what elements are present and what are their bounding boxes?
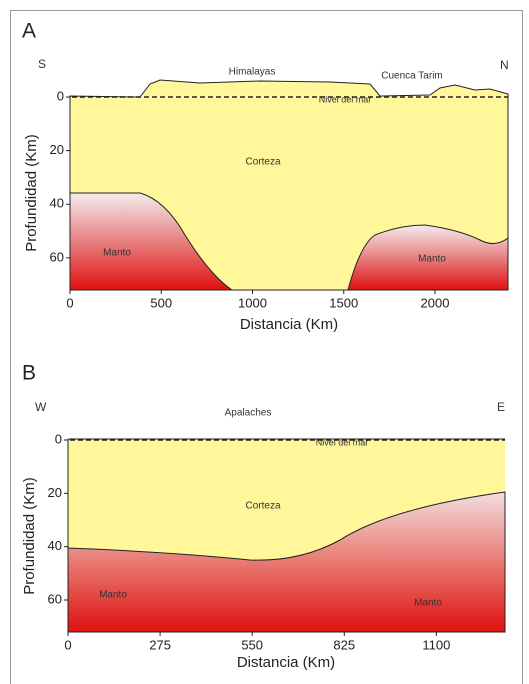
- annotation: Manto: [103, 248, 131, 259]
- mantle: [69, 192, 234, 291]
- panel-label: B: [22, 362, 36, 385]
- annotation: Manto: [418, 254, 446, 265]
- side-label: S: [38, 57, 46, 71]
- y-tick-label: 20: [50, 142, 64, 157]
- y-tick-label: 20: [48, 485, 62, 500]
- x-tick-label: 500: [150, 295, 172, 310]
- y-tick-label: 60: [48, 591, 62, 606]
- annotation: Manto: [99, 590, 127, 601]
- x-tick-label: 275: [149, 637, 171, 652]
- y-axis-label: Profundidad (Km): [23, 134, 40, 252]
- annotation: Apalaches: [225, 408, 272, 419]
- x-tick-label: 2000: [421, 295, 450, 310]
- x-tick-label: 1000: [238, 295, 267, 310]
- x-axis-label: Distancia (Km): [240, 316, 338, 333]
- x-tick-label: 1100: [422, 637, 450, 652]
- x-tick-label: 825: [333, 637, 355, 652]
- y-tick-label: 60: [50, 249, 64, 264]
- side-label: N: [500, 58, 509, 72]
- y-axis-label: Profundidad (Km): [21, 477, 38, 595]
- panel-a: A S N Himalayas Cuenca Tarim Nivel del m…: [22, 20, 509, 333]
- annotation: Nivel del mar: [319, 94, 372, 104]
- side-label: W: [35, 400, 47, 414]
- x-tick-label: 550: [241, 637, 263, 652]
- side-label: E: [497, 400, 505, 414]
- annotation: Himalayas: [229, 67, 276, 78]
- x-axis-label: Distancia (Km): [237, 654, 335, 671]
- annotation: Corteza: [245, 501, 280, 512]
- annotation: Corteza: [245, 157, 280, 168]
- annotation: Manto: [414, 598, 442, 609]
- annotation: Nivel del mar: [316, 437, 369, 447]
- y-tick-label: 0: [55, 431, 62, 446]
- panel-b: B W E Apalaches Nivel del mar Corteza Ma…: [21, 362, 506, 671]
- y-tick-label: 40: [48, 538, 62, 553]
- annotation: Cuenca Tarim: [381, 71, 443, 82]
- x-tick-label: 1500: [329, 295, 358, 310]
- x-tick-label: 0: [64, 637, 71, 652]
- y-tick-label: 40: [50, 196, 64, 211]
- y-tick-label: 0: [57, 88, 64, 103]
- x-tick-label: 0: [66, 295, 73, 310]
- frame: [10, 10, 523, 684]
- mantle: [347, 224, 509, 291]
- panel-label: A: [22, 20, 36, 43]
- mantle: [67, 491, 506, 633]
